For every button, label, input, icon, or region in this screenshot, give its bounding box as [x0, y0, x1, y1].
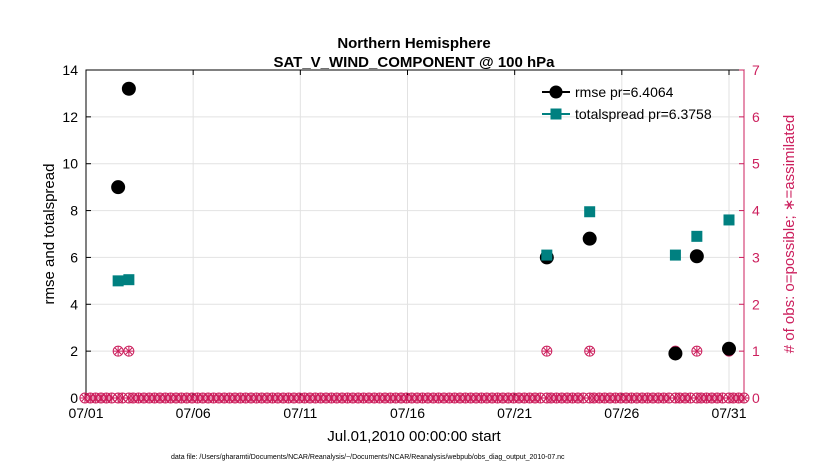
obs-assimilated-marker — [123, 346, 134, 357]
y-tick-label: 2 — [70, 343, 78, 359]
obs-assimilated-zero-marker — [739, 393, 749, 403]
obs-assimilated-zero-marker — [113, 393, 124, 403]
obs-assimilated-marker — [113, 346, 124, 357]
rmse-point — [582, 231, 597, 246]
y-right-tick-label: 1 — [752, 343, 760, 359]
rmse-point — [689, 249, 704, 264]
y-right-tick-label: 6 — [752, 109, 760, 125]
totalspread-point — [123, 274, 135, 286]
obs-star-stroke — [671, 394, 680, 402]
obs-star-stroke — [585, 394, 594, 402]
x-tick-label: 07/01 — [68, 405, 103, 421]
totalspread-point — [541, 249, 553, 261]
obs-star-stroke — [725, 394, 733, 402]
obs-assimilated-zero-marker — [541, 393, 552, 403]
y-right-tick-label: 0 — [752, 390, 760, 406]
y-axis-right-label: # of obs: o=possible; ∗=assimilated — [781, 115, 798, 354]
y-tick-label: 14 — [62, 62, 78, 78]
y-right-tick-label: 3 — [752, 249, 760, 265]
grid-layer — [85, 70, 744, 398]
chart-subtitle: SAT_V_WIND_COMPONENT @ 100 hPa — [273, 54, 555, 71]
obs-assimilated-marker — [584, 346, 595, 357]
rmse-point — [121, 81, 136, 96]
x-tick-label: 07/21 — [497, 405, 532, 421]
obs-star-stroke — [692, 394, 701, 402]
obs-star-stroke — [125, 394, 133, 402]
legend-rmse-label: rmse pr=6.4064 — [575, 84, 674, 100]
obs-assimilated-zero-marker — [691, 393, 702, 403]
y-tick-label: 10 — [62, 156, 78, 172]
obs-star-stroke — [542, 347, 551, 355]
obs-assimilated-marker — [541, 346, 552, 357]
x-axis-label: Jul.01,2010 00:00:00 start — [327, 428, 501, 445]
legend-totalspread-marker — [550, 108, 562, 120]
data-file-footnote: data file: /Users/gharamti/Documents/NCA… — [171, 454, 565, 461]
chart-title: Northern Hemisphere — [337, 35, 490, 52]
rmse-point — [721, 341, 736, 356]
x-tick-label: 07/11 — [283, 405, 317, 421]
y-tick-label: 0 — [70, 390, 78, 406]
obs-star-stroke — [125, 347, 133, 355]
totalspread-point — [691, 230, 703, 242]
y-tick-label: 12 — [62, 109, 78, 125]
obs-assimilated-zero-marker — [584, 393, 595, 403]
x-tick-label: 07/31 — [711, 405, 746, 421]
y-tick-label: 4 — [70, 296, 78, 312]
rmse-point — [111, 180, 126, 195]
y-tick-label: 8 — [70, 203, 78, 219]
totalspread-point — [723, 214, 735, 226]
obs-layer — [79, 345, 750, 404]
y-right-tick-label: 5 — [752, 156, 760, 172]
totalspread-point — [669, 249, 681, 261]
obs-assimilated-zero-marker — [123, 393, 134, 403]
y-axis-label: rmse and totalspread — [41, 164, 58, 305]
obs-star-stroke — [114, 394, 123, 402]
y-right-tick-label: 7 — [752, 62, 760, 78]
legend-totalspread-label: totalspread pr=6.3758 — [575, 106, 712, 122]
obs-assimilated-zero-marker — [670, 393, 681, 403]
rmse-point — [668, 346, 683, 361]
x-tick-label: 07/16 — [390, 405, 425, 421]
totalspread-point — [584, 206, 596, 218]
obs-star-stroke — [585, 347, 594, 355]
legend-rmse-marker — [549, 85, 563, 99]
obs-star-stroke — [740, 394, 748, 402]
y-right-tick-label: 2 — [752, 296, 760, 312]
series-layer — [111, 81, 736, 361]
obs-assimilated-zero-marker — [723, 393, 734, 403]
x-tick-label: 07/06 — [176, 405, 211, 421]
y-right-tick-label: 4 — [752, 203, 760, 219]
x-tick-label: 07/26 — [604, 405, 639, 421]
obs-assimilated-marker — [691, 346, 702, 357]
obs-star-stroke — [114, 347, 123, 355]
ticks-layer: 07/01 07/06 07/11 07/16 07/21 07/26 07/31 0 2 4 6 8… — [62, 62, 760, 421]
obs-star-stroke — [692, 347, 701, 355]
obs-star-stroke — [542, 394, 551, 402]
y-tick-label: 6 — [70, 249, 78, 265]
totalspread-point — [112, 275, 124, 287]
legend: rmse pr=6.4064 totalspread pr=6.3758 — [542, 84, 712, 122]
